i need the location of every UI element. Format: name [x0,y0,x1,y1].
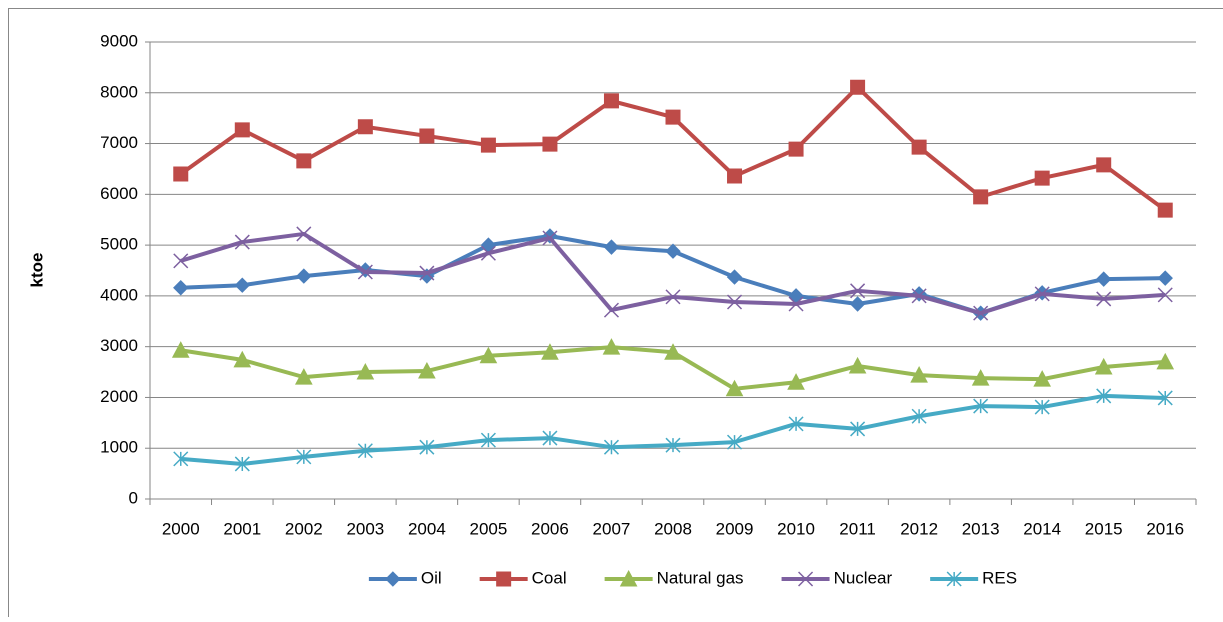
legend-label: Oil [421,568,442,587]
x-tick-label: 2008 [654,519,692,538]
marker [543,137,557,151]
x-tick-label: 2003 [346,519,384,538]
marker [728,270,742,284]
marker [174,167,188,181]
x-tick-label: 2002 [285,519,323,538]
marker [235,278,249,292]
y-tick-label: 2000 [100,387,138,406]
x-tick-label: 2013 [962,519,1000,538]
y-axis-title: ktoe [27,253,46,288]
marker [1158,271,1172,285]
marker [1097,272,1111,286]
x-tick-label: 2000 [162,519,200,538]
marker [420,129,434,143]
x-tick-label: 2006 [531,519,569,538]
marker [604,94,618,108]
marker [297,269,311,283]
x-tick-label: 2014 [1023,519,1061,538]
y-tick-label: 6000 [100,184,138,203]
marker [1158,203,1172,217]
y-tick-label: 8000 [100,82,138,101]
marker [728,169,742,183]
marker [789,289,803,303]
marker [912,140,926,154]
x-tick-label: 2011 [839,519,876,538]
y-tick-label: 5000 [100,235,138,254]
legend-label: Coal [532,568,567,587]
y-tick-label: 3000 [100,336,138,355]
legend-label: Nuclear [834,568,893,587]
marker [386,572,400,586]
marker [789,142,803,156]
marker [1035,171,1049,185]
y-tick-label: 9000 [100,31,138,50]
y-tick-label: 1000 [100,438,138,457]
x-tick-label: 2016 [1146,519,1184,538]
y-tick-label: 4000 [100,285,138,304]
marker [358,120,372,134]
y-tick-label: 7000 [100,133,138,152]
marker [851,297,865,311]
series-line [181,87,1165,210]
legend-label: RES [982,568,1017,587]
x-tick-label: 2007 [593,519,631,538]
marker [604,240,618,254]
marker [174,281,188,295]
marker [851,80,865,94]
x-tick-label: 2004 [408,519,446,538]
marker [297,154,311,168]
legend-label: Natural gas [657,568,744,587]
x-tick-label: 2012 [900,519,938,538]
legend: Oil Coal Natural gas Nuclear RES [369,568,1017,587]
x-tick-label: 2005 [469,519,507,538]
x-tick-label: 2015 [1085,519,1123,538]
marker [974,190,988,204]
marker [497,572,511,586]
x-tick-label: 2010 [777,519,815,538]
x-tick-label: 2001 [223,519,261,538]
marker [235,123,249,137]
y-tick-label: 0 [129,488,138,507]
series-line [181,396,1165,464]
x-tick-label: 2009 [716,519,754,538]
marker [481,138,495,152]
marker [666,110,680,124]
marker [1097,158,1111,172]
marker [666,244,680,258]
